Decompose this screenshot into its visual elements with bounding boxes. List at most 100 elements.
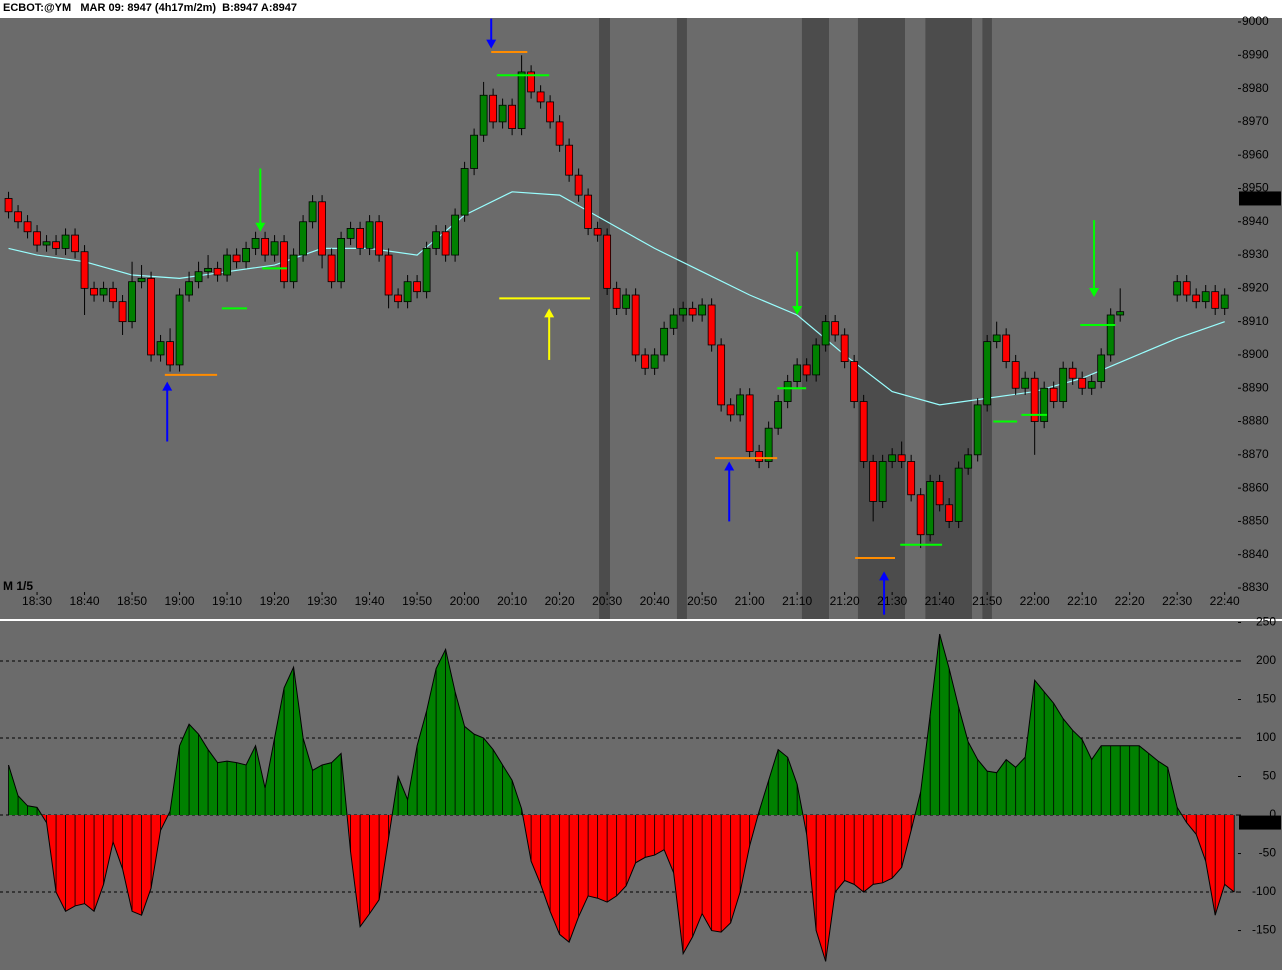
x-tick-label: 19:20	[260, 594, 290, 608]
candle-body	[365, 221, 374, 249]
candle-body	[1011, 361, 1020, 389]
title-bar	[0, 0, 1282, 18]
area-negative	[8, 815, 1235, 962]
candle-body	[384, 254, 393, 296]
y-tick-label: 8980	[1242, 81, 1269, 95]
candle-body	[432, 231, 441, 249]
candle-body	[137, 277, 146, 283]
candle-body	[156, 341, 165, 356]
candle-body	[223, 254, 231, 276]
candle-body	[280, 241, 288, 283]
x-tick-label: 19:10	[212, 594, 242, 608]
candle-body	[308, 201, 317, 223]
candle-body	[1040, 387, 1049, 422]
candle-body	[375, 221, 383, 256]
candle-body	[536, 91, 545, 103]
candle-body	[973, 404, 982, 456]
candle-body	[175, 294, 184, 366]
candle-body	[213, 267, 222, 276]
candle-body	[983, 341, 992, 406]
candle-body	[812, 344, 821, 376]
candle-body	[527, 71, 536, 93]
area-positive	[8, 634, 1235, 816]
candle-body	[954, 467, 963, 522]
y-tick-label: 8840	[1242, 547, 1269, 561]
candle-body	[1106, 314, 1115, 356]
y-tick-label: 8910	[1242, 314, 1269, 328]
y-tick-label: -100	[1252, 884, 1276, 898]
candle-body	[327, 254, 336, 283]
candle-body	[774, 401, 783, 429]
x-tick-label: 20:20	[545, 594, 575, 608]
candle-body	[726, 404, 735, 416]
x-tick-label: 18:40	[70, 594, 100, 608]
candle-body	[403, 281, 412, 303]
candle-body	[869, 461, 878, 502]
candle-body	[717, 344, 726, 406]
candle-body	[755, 451, 764, 462]
signal-arrow-head	[544, 308, 555, 318]
signal-arrow-head	[255, 222, 266, 232]
x-tick-label: 20:40	[640, 594, 670, 608]
candle-body	[679, 307, 688, 316]
candle-body	[992, 334, 1001, 343]
candle-body	[1192, 294, 1201, 303]
y-tick-label: 0	[1269, 807, 1276, 821]
candle-body	[42, 241, 51, 246]
candle-body	[441, 231, 450, 256]
candle-body	[688, 307, 697, 316]
x-tick-label: 22:30	[1162, 594, 1192, 608]
signal-arrow-head	[162, 381, 173, 391]
candle-body	[831, 321, 840, 336]
candle-body	[612, 287, 621, 309]
x-tick-label: 22:00	[1020, 594, 1050, 608]
chart-title: ECBOT:@YM MAR 09: 8947 (4h17m/2m) B:8947…	[3, 2, 297, 14]
y-tick-label: 8990	[1242, 47, 1269, 61]
candle-body	[584, 194, 593, 229]
candle-body	[489, 94, 498, 123]
candle-body	[413, 281, 422, 293]
x-tick-label: 21:40	[925, 594, 955, 608]
candle-body	[1078, 377, 1087, 389]
candle-body	[289, 254, 298, 283]
y-tick-label: 150	[1256, 692, 1276, 706]
candle-body	[698, 304, 707, 316]
panel-divider	[0, 619, 1282, 621]
candle-body	[508, 104, 517, 129]
shaded-band	[801, 18, 829, 619]
candle-body	[356, 228, 364, 249]
candle-body	[1068, 367, 1077, 379]
candle-body	[1116, 311, 1125, 316]
y-tick-label: 250	[1256, 615, 1276, 629]
y-tick-label: 8870	[1242, 447, 1269, 461]
candle-body	[1087, 381, 1096, 389]
y-tick-label: -50	[1259, 846, 1277, 860]
y-tick-label: 8860	[1242, 480, 1269, 494]
candle-body	[337, 238, 345, 283]
candle-body	[52, 241, 60, 249]
candle-body	[574, 174, 583, 196]
candle-body	[840, 334, 849, 363]
x-tick-label: 20:00	[450, 594, 480, 608]
candle-body	[878, 461, 887, 502]
y-tick-label: 100	[1256, 730, 1276, 744]
x-tick-label: 19:00	[165, 594, 195, 608]
candle-body	[204, 267, 212, 273]
candle-body	[33, 231, 41, 246]
y-tick-label: 50	[1263, 769, 1277, 783]
candle-body	[897, 454, 906, 462]
candle-body	[1049, 387, 1058, 402]
candle-body	[546, 101, 555, 123]
candle-body	[650, 354, 659, 369]
shaded-band	[676, 18, 687, 619]
candle-body	[1201, 291, 1210, 303]
candle-body	[251, 238, 260, 249]
y-tick-label: 8930	[1242, 247, 1269, 261]
candle-body	[593, 228, 602, 236]
y-tick-label: 8890	[1242, 380, 1269, 394]
candle-body	[916, 494, 925, 536]
candle-body	[1030, 377, 1039, 422]
x-tick-label: 22:10	[1067, 594, 1097, 608]
candle-body	[802, 364, 811, 376]
candle-body	[23, 221, 32, 233]
